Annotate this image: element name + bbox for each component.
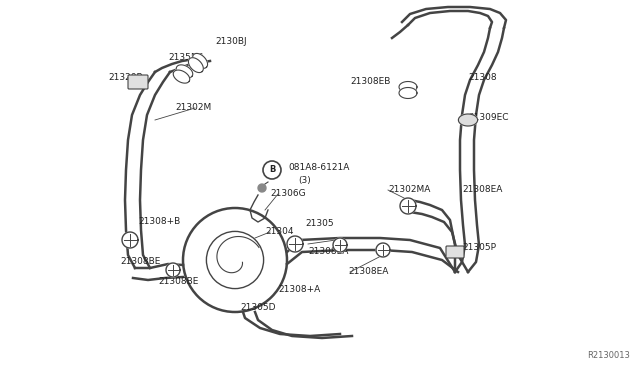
Text: 21308+A: 21308+A	[278, 285, 320, 295]
Text: 21320B: 21320B	[108, 74, 143, 83]
Polygon shape	[166, 263, 180, 277]
Polygon shape	[173, 70, 190, 83]
Text: 21302MA: 21302MA	[388, 186, 430, 195]
Text: 21308: 21308	[468, 74, 497, 83]
Text: 21308+B: 21308+B	[138, 218, 180, 227]
Polygon shape	[287, 236, 303, 252]
Polygon shape	[122, 232, 138, 248]
Text: 21305D: 21305D	[240, 304, 275, 312]
Text: 21308EB: 21308EB	[350, 77, 390, 87]
Text: 21308BE: 21308BE	[158, 278, 198, 286]
Polygon shape	[258, 184, 266, 192]
Polygon shape	[399, 87, 417, 99]
Text: 21305: 21305	[305, 219, 333, 228]
Text: 21305P: 21305P	[462, 244, 496, 253]
Circle shape	[263, 161, 281, 179]
FancyBboxPatch shape	[446, 246, 464, 258]
Text: 21308BE: 21308BE	[120, 257, 161, 266]
Polygon shape	[188, 58, 204, 73]
Text: 21306G: 21306G	[270, 189, 306, 199]
Polygon shape	[400, 198, 416, 214]
Polygon shape	[333, 238, 347, 252]
Text: 21308EA: 21308EA	[462, 186, 502, 195]
Text: R2130013: R2130013	[587, 351, 630, 360]
Text: 2130BJ: 2130BJ	[215, 38, 246, 46]
Text: 21304: 21304	[265, 228, 294, 237]
Text: 21355C: 21355C	[168, 54, 203, 62]
Text: 21309EC: 21309EC	[468, 113, 509, 122]
Polygon shape	[458, 114, 477, 126]
Text: (3): (3)	[298, 176, 311, 185]
FancyBboxPatch shape	[128, 75, 148, 89]
Polygon shape	[376, 243, 390, 257]
Polygon shape	[176, 65, 193, 78]
Text: 21302M: 21302M	[175, 103, 211, 112]
Polygon shape	[193, 54, 207, 68]
Polygon shape	[399, 81, 417, 93]
Text: B: B	[269, 166, 275, 174]
Text: 081A8-6121A: 081A8-6121A	[288, 164, 349, 173]
Text: 21308EA: 21308EA	[308, 247, 348, 257]
Text: 21308EA: 21308EA	[348, 267, 388, 276]
